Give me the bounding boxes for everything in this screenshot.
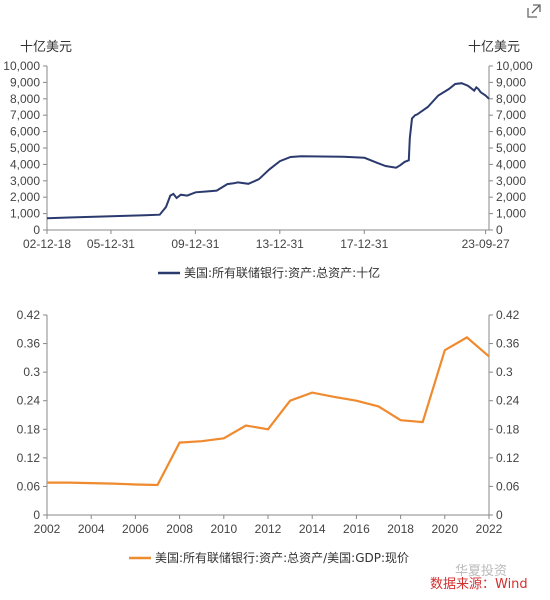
y-tick-label-left: 9,000 xyxy=(10,75,40,89)
bottom-legend: 美国:所有联储银行:资产:总资产/美国:GDP:现价 xyxy=(129,550,409,565)
y-tick-label-left: 10,000 xyxy=(3,59,40,73)
y-tick-label-right: 0.42 xyxy=(496,308,520,322)
top-legend: 美国:所有联储银行:资产:总资产:十亿 xyxy=(158,265,380,280)
y-tick-label-right: 0.3 xyxy=(496,365,513,379)
y-tick-label-right: 2,000 xyxy=(496,190,526,204)
y-tick-label-left: 0 xyxy=(33,223,40,237)
y-tick-label-right: 0.36 xyxy=(496,337,520,351)
y-tick-label-right: 0.06 xyxy=(496,479,520,493)
source-note: 数据来源：Wind xyxy=(430,577,528,592)
y-tick-label-right: 0 xyxy=(496,223,503,237)
y-tick-label-right: 0 xyxy=(496,508,503,522)
y-tick-label-left: 0 xyxy=(33,508,40,522)
y-tick-label-left: 6,000 xyxy=(10,125,40,139)
y-tick-label-right: 0.12 xyxy=(496,451,520,465)
y-tick-label-left: 4,000 xyxy=(10,157,40,171)
x-tick-label: 2018 xyxy=(387,522,414,536)
y-tick-label-right: 1,000 xyxy=(496,207,526,221)
y-tick-label-left: 3,000 xyxy=(10,174,40,188)
x-tick-label: 17-12-31 xyxy=(340,237,388,251)
y-tick-label-right: 7,000 xyxy=(496,108,526,122)
x-tick-label: 2010 xyxy=(210,522,237,536)
y-tick-label-right: 9,000 xyxy=(496,75,526,89)
y-tick-label-right: 8,000 xyxy=(496,92,526,106)
y-tick-label-left: 2,000 xyxy=(10,190,40,204)
y-tick-label-right: 0.18 xyxy=(496,422,520,436)
top-legend-label: 美国:所有联储银行:资产:总资产:十亿 xyxy=(184,265,380,280)
expand-icon[interactable] xyxy=(527,4,541,18)
x-tick-label: 2006 xyxy=(122,522,149,536)
x-tick-label: 2014 xyxy=(299,522,326,536)
y-tick-label-left: 7,000 xyxy=(10,108,40,122)
y-tick-label-left: 8,000 xyxy=(10,92,40,106)
y-tick-label-left: 5,000 xyxy=(10,141,40,155)
top-chart: 十亿美元 十亿美元 0 0 1,000 1,000 2,000 2,000 3,000 3,0… xyxy=(3,40,533,280)
y-tick-label-left: 0.3 xyxy=(23,365,40,379)
bottom-chart: 0 0 0.06 0.06 0.12 0.12 0.18 0.18 0.24 0.24 0.3 0.3… xyxy=(17,308,520,565)
y-tick-label-left: 1,000 xyxy=(10,207,40,221)
y-tick-label-left: 0.36 xyxy=(17,337,41,351)
y-tick-label-left: 0.06 xyxy=(17,479,41,493)
y-tick-label-right: 5,000 xyxy=(496,141,526,155)
series-line-assets-to-gdp xyxy=(47,336,490,487)
y-tick-label-left: 0.18 xyxy=(17,422,41,436)
x-tick-label: 2002 xyxy=(34,522,61,536)
y-tick-label-left: 0.42 xyxy=(17,308,41,322)
x-tick-label: 09-12-31 xyxy=(171,237,219,251)
y-tick-label-left: 0.12 xyxy=(17,451,41,465)
x-tick-label: 2020 xyxy=(431,522,458,536)
x-tick-label: 2016 xyxy=(343,522,370,536)
bottom-legend-label: 美国:所有联储银行:资产:总资产/美国:GDP:现价 xyxy=(155,550,409,565)
x-tick-label: 05-12-31 xyxy=(87,237,135,251)
y-tick-label-right: 6,000 xyxy=(496,125,526,139)
y-tick-label-left: 0.24 xyxy=(17,394,41,408)
x-tick-label: 2022 xyxy=(476,522,503,536)
y-tick-label-right: 10,000 xyxy=(496,59,533,73)
left-unit-label: 十亿美元 xyxy=(20,40,72,55)
series-line-total-assets xyxy=(46,82,490,220)
x-tick-label: 2008 xyxy=(166,522,193,536)
y-tick-label-right: 4,000 xyxy=(496,157,526,171)
y-tick-label-right: 0.24 xyxy=(496,394,520,408)
x-tick-label: 2012 xyxy=(255,522,282,536)
x-tick-label: 02-12-18 xyxy=(23,237,71,251)
x-tick-label: 23-09-27 xyxy=(462,237,510,251)
x-tick-label: 13-12-31 xyxy=(256,237,304,251)
watermark: 华夏投资 xyxy=(455,563,507,579)
right-unit-label: 十亿美元 xyxy=(468,40,520,55)
y-tick-label-right: 3,000 xyxy=(496,174,526,188)
x-tick-label: 2004 xyxy=(78,522,105,536)
